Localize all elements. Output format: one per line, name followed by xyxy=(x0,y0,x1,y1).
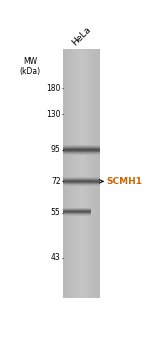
Text: 180: 180 xyxy=(46,84,61,93)
Bar xyxy=(63,49,64,298)
Bar xyxy=(74,49,75,298)
Bar xyxy=(81,49,82,298)
Bar xyxy=(94,49,95,298)
Bar xyxy=(75,49,76,298)
Bar xyxy=(66,49,67,298)
Text: 43: 43 xyxy=(51,253,61,262)
Bar xyxy=(96,49,97,298)
Bar xyxy=(65,49,66,298)
Text: MW
(kDa): MW (kDa) xyxy=(20,57,41,76)
Bar xyxy=(85,49,86,298)
Bar xyxy=(86,49,87,298)
Bar xyxy=(87,49,88,298)
Bar xyxy=(64,49,65,298)
Bar xyxy=(93,49,94,298)
Bar xyxy=(67,49,68,298)
Bar xyxy=(76,49,77,298)
Text: 130: 130 xyxy=(46,110,61,119)
Bar xyxy=(97,49,98,298)
Bar xyxy=(69,49,70,298)
Bar xyxy=(82,49,83,298)
Bar xyxy=(70,49,71,298)
Bar xyxy=(90,49,91,298)
Bar xyxy=(98,49,99,298)
Bar xyxy=(83,49,84,298)
Bar xyxy=(84,49,85,298)
Text: 95: 95 xyxy=(51,145,61,154)
Bar xyxy=(72,49,73,298)
Bar xyxy=(78,49,79,298)
Bar xyxy=(89,49,90,298)
Text: 72: 72 xyxy=(51,177,61,186)
Bar xyxy=(68,49,69,298)
Bar xyxy=(88,49,89,298)
Text: HeLa: HeLa xyxy=(70,25,93,47)
Bar xyxy=(92,49,93,298)
Bar xyxy=(77,49,78,298)
Bar xyxy=(79,49,80,298)
Bar xyxy=(95,49,96,298)
Text: 55: 55 xyxy=(51,208,61,218)
Text: SCMH1: SCMH1 xyxy=(106,177,142,186)
Bar xyxy=(99,49,100,298)
Bar xyxy=(80,49,81,298)
Bar xyxy=(71,49,72,298)
